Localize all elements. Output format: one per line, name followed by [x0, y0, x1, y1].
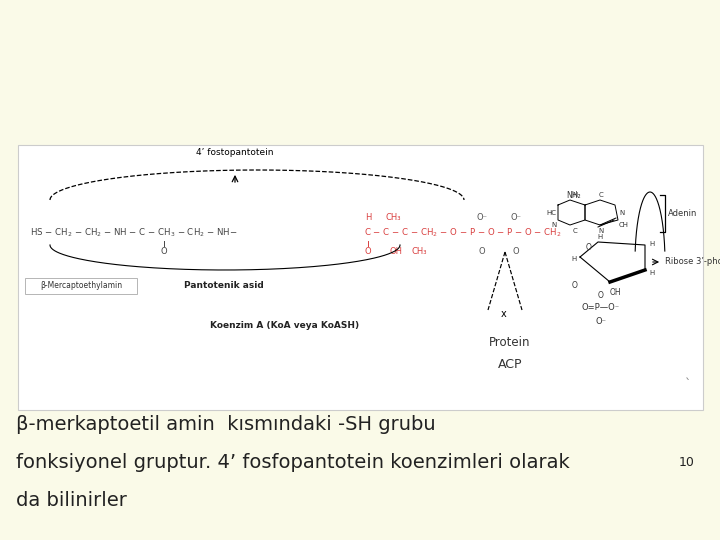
Text: fonksiyonel gruptur. 4’ fosfopantotein koenzimleri olarak: fonksiyonel gruptur. 4’ fosfopantotein k… — [16, 453, 570, 471]
Text: H: H — [649, 241, 654, 247]
Text: H: H — [572, 256, 577, 262]
Text: O⁻: O⁻ — [510, 213, 521, 221]
Text: O: O — [572, 280, 578, 289]
Text: C: C — [572, 228, 577, 234]
Text: N: N — [552, 222, 557, 228]
Text: HC: HC — [546, 210, 556, 216]
Text: O: O — [161, 246, 167, 255]
Text: NH₂: NH₂ — [567, 192, 581, 200]
Text: 4’ fostopantotein: 4’ fostopantotein — [197, 148, 274, 157]
Text: HS $-$ CH$_2$ $-$ CH$_2$ $-$ NH $-$ C $-$ CH$_3$ $-$ CH$_2$ $-$ NH$-$: HS $-$ CH$_2$ $-$ CH$_2$ $-$ NH $-$ C $-… — [30, 227, 238, 239]
Text: CH₃: CH₃ — [386, 213, 402, 221]
Text: Adenin: Adenin — [668, 208, 698, 218]
Text: x: x — [501, 309, 507, 319]
Text: Koenzim A (KoA veya KoASH): Koenzim A (KoA veya KoASH) — [210, 321, 359, 329]
Text: β-Mercaptoethylamin: β-Mercaptoethylamin — [40, 281, 122, 291]
Text: ACP: ACP — [498, 359, 522, 372]
Text: O: O — [513, 246, 519, 255]
Bar — [18, 145, 703, 410]
Text: O⁻: O⁻ — [595, 316, 606, 326]
Text: Pantotenik asid: Pantotenik asid — [184, 281, 264, 291]
Text: β-merkaptoetil amin  kısmındaki -SH grubu: β-merkaptoetil amin kısmındaki -SH grubu — [16, 415, 436, 434]
Text: H: H — [598, 234, 603, 240]
Text: C $-$ C $-$ C $-$ CH$_2$ $-$ O $-$ P $-$ O $-$ P $-$ O $-$ CH$_2$: C $-$ C $-$ C $-$ CH$_2$ $-$ O $-$ P $-$… — [364, 227, 562, 239]
Text: da bilinirler: da bilinirler — [16, 490, 127, 510]
Text: `: ` — [685, 379, 691, 392]
Text: Ribose 3’-phosphat: Ribose 3’-phosphat — [665, 258, 720, 267]
Text: OH: OH — [390, 246, 403, 255]
Text: C: C — [598, 192, 603, 198]
Text: CH₃: CH₃ — [412, 246, 428, 255]
Text: H: H — [365, 213, 372, 221]
Text: O⁻: O⁻ — [477, 213, 487, 221]
Text: N: N — [572, 192, 577, 198]
Text: Protein: Protein — [490, 335, 531, 348]
Text: O=P—O⁻: O=P—O⁻ — [582, 302, 620, 312]
Bar — [25, 278, 137, 294]
Text: N: N — [619, 210, 624, 216]
Text: OH: OH — [609, 288, 621, 297]
Text: H: H — [649, 270, 654, 276]
Text: 10: 10 — [679, 456, 695, 469]
Text: CH: CH — [619, 222, 629, 228]
Text: O: O — [365, 246, 372, 255]
Text: N: N — [598, 228, 603, 234]
Text: O: O — [598, 291, 604, 300]
Text: O: O — [586, 244, 592, 253]
Text: O: O — [479, 246, 485, 255]
